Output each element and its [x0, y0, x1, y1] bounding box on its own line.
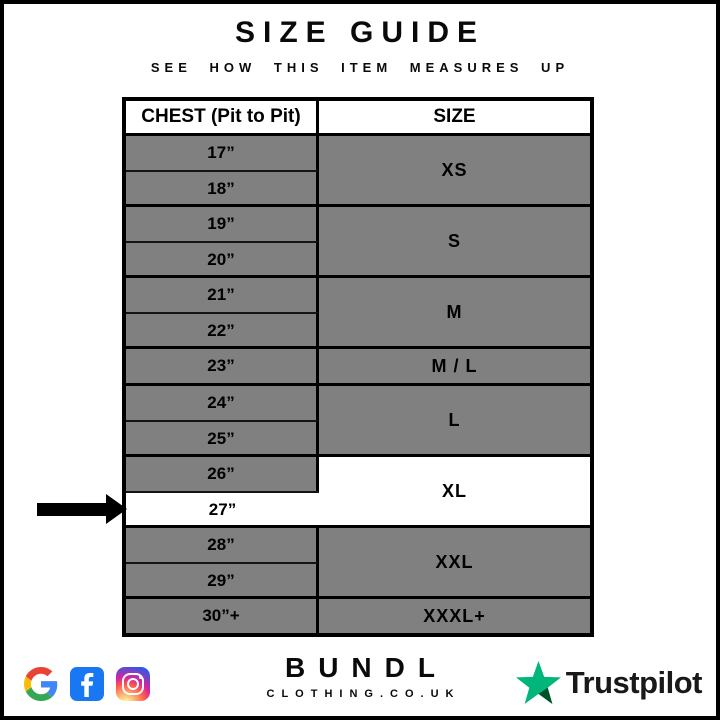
size-group-m: 21” 22” M	[126, 275, 590, 346]
page-title: SIZE GUIDE	[234, 16, 486, 49]
brand-name: BUNDL	[284, 652, 448, 683]
chest-cell-21: 21”	[126, 278, 319, 312]
chest-cell-23: 23”	[126, 349, 319, 383]
size-cell-s: S	[319, 207, 590, 275]
size-group-xs: 17” 18” XS	[126, 133, 590, 204]
arrow-shaft	[37, 502, 106, 516]
size-group-l: 24” 25” L	[126, 383, 590, 454]
trustpilot-logo: Trustpilot	[515, 661, 703, 704]
brand-logo: BUNDL CLOTHING.CO.UK	[260, 652, 461, 700]
instagram-camera-frame	[122, 673, 144, 695]
table-header-row: CHEST (Pit to Pit) SIZE	[126, 101, 590, 133]
size-guide-table: CHEST (Pit to Pit) SIZE 17” 18” XS 19” 20” S 2…	[122, 97, 594, 637]
chest-cell-19: 19”	[126, 207, 319, 241]
chest-cell-26: 26”	[126, 457, 319, 491]
size-cell-l: L	[319, 386, 590, 454]
chest-cell-28: 28”	[126, 528, 319, 562]
size-table-body: 17” 18” XS 19” 20” S 21” 22” M 23” M / L 24” 25” L 26”…	[126, 133, 590, 633]
chest-cell-17: 17”	[126, 136, 319, 170]
size-cell-xl: XL	[319, 457, 590, 525]
size-cell-xxl: XXL	[319, 528, 590, 596]
chest-cells: 30”+	[126, 599, 319, 633]
size-group-s: 19” 20” S	[126, 204, 590, 275]
chest-cell-29: 29”	[126, 562, 319, 596]
facebook-icon	[70, 667, 104, 701]
size-group-xxxl+: 30”+ XXXL+	[126, 596, 590, 633]
arrow-head	[106, 494, 127, 524]
chest-cell-25: 25”	[126, 420, 319, 454]
chest-cell-18: 18”	[126, 170, 319, 204]
google-icon	[24, 667, 58, 701]
chest-cells: 21” 22”	[126, 278, 319, 346]
size-cell-xs: XS	[319, 136, 590, 204]
chest-cells: 17” 18”	[126, 136, 319, 204]
size-column-header: SIZE	[433, 106, 476, 127]
highlight-arrow-icon	[37, 494, 127, 524]
social-icons	[24, 667, 150, 701]
chest-cell-27: 27”	[126, 491, 319, 525]
size-group-xxl: 28” 29” XXL	[126, 525, 590, 596]
chest-cells: 24” 25”	[126, 386, 319, 454]
size-cell-ml: M / L	[319, 349, 590, 383]
chest-cell-22: 22”	[126, 312, 319, 346]
brand-domain: CLOTHING.CO.UK	[266, 688, 461, 700]
chest-cells: 26” 27”	[126, 457, 319, 525]
chest-cells: 19” 20”	[126, 207, 319, 275]
chest-cell-30+: 30”+	[126, 599, 319, 633]
chest-column-header: CHEST (Pit to Pit)	[126, 101, 319, 133]
page-subtitle: SEE HOW THIS ITEM MEASURES UP	[150, 60, 570, 75]
size-group-xl: 26” 27” XL	[126, 454, 590, 525]
chest-cell-20: 20”	[126, 241, 319, 275]
chest-cells: 23”	[126, 349, 319, 383]
size-group-ml: 23” M / L	[126, 346, 590, 383]
chest-cell-24: 24”	[126, 386, 319, 420]
trustpilot-label: Trustpilot	[565, 664, 703, 700]
size-cell-m: M	[319, 278, 590, 346]
instagram-icon	[116, 667, 150, 701]
size-cell-xxxl+: XXXL+	[319, 599, 590, 633]
trustpilot-star-icon	[515, 661, 561, 704]
instagram-camera-flash-dot	[138, 675, 142, 679]
chest-cells: 28” 29”	[126, 528, 319, 596]
instagram-camera-lens	[127, 678, 139, 690]
